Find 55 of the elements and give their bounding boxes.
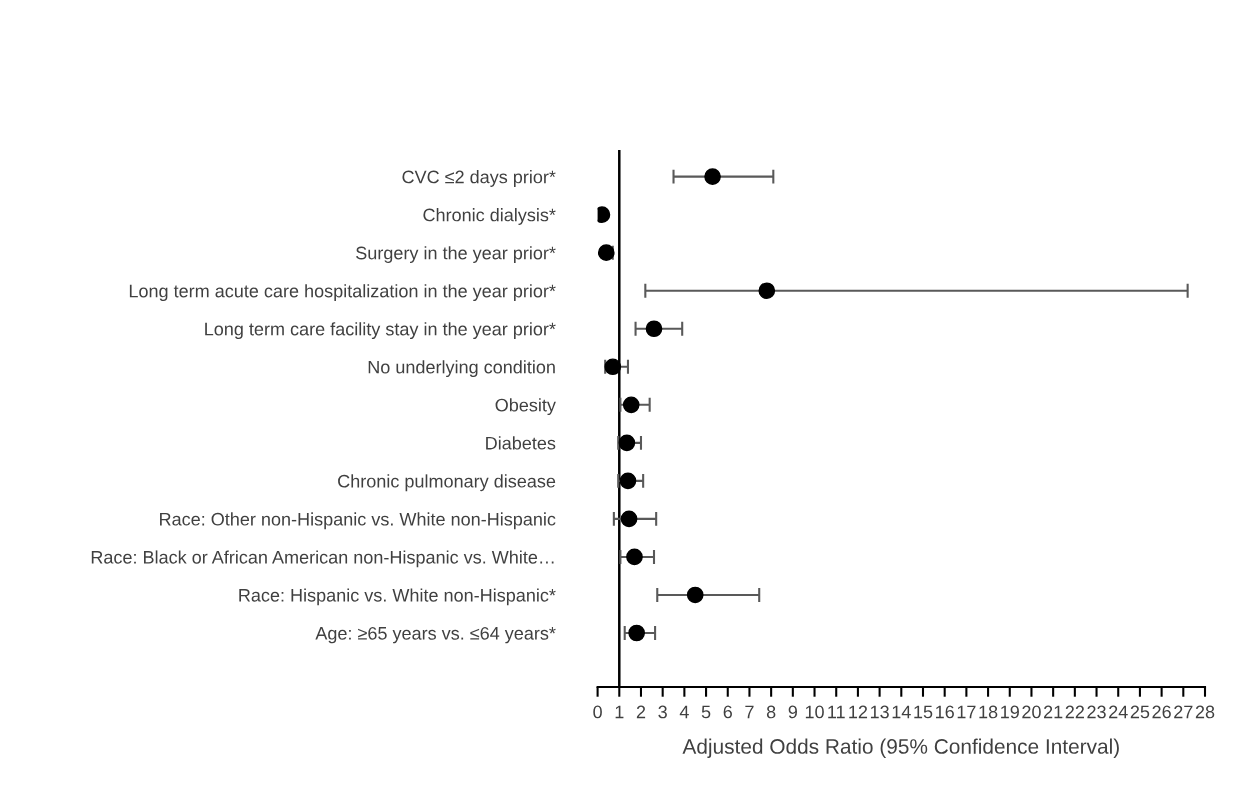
y-tick-label: Obesity bbox=[495, 398, 556, 416]
x-tick-label: 19 bbox=[1001, 705, 1019, 719]
x-tick-label: 22 bbox=[1065, 705, 1084, 719]
point bbox=[628, 624, 645, 642]
point bbox=[645, 320, 663, 338]
x-tick-label: 21 bbox=[1044, 705, 1063, 719]
x-tick-label: 4 bbox=[679, 705, 689, 719]
point bbox=[704, 168, 721, 185]
x-axis-title: Adjusted Odds Ratio (95% Confidence Interval) bbox=[682, 738, 1119, 758]
point bbox=[626, 548, 643, 566]
y-tick-label: Diabetes bbox=[486, 436, 556, 450]
x-tick-label: 16 bbox=[936, 705, 954, 719]
x-tick-label: 24 bbox=[1109, 705, 1128, 719]
x-tick-label: 2 bbox=[636, 705, 646, 719]
point bbox=[597, 244, 615, 262]
x-tick-label: 12 bbox=[849, 705, 868, 719]
x-tick-label: 14 bbox=[892, 705, 911, 719]
x-tick-label: 28 bbox=[1195, 705, 1215, 719]
y-tick-label: Surgery in the year prior* bbox=[356, 246, 556, 263]
point bbox=[604, 358, 622, 376]
x-tick-label: 3 bbox=[658, 705, 667, 719]
y-tick-label: CVC ≤2 days prior* bbox=[402, 170, 556, 187]
x-tick-label: 6 bbox=[723, 705, 732, 719]
point bbox=[620, 510, 638, 528]
x-tick-label: 23 bbox=[1087, 705, 1106, 719]
x-tick-label: 7 bbox=[745, 705, 754, 719]
x-tick-label: 11 bbox=[828, 705, 845, 719]
x-tick-label: 25 bbox=[1130, 705, 1150, 719]
y-tick-label: Long term care facility stay in the year prior* bbox=[205, 322, 556, 340]
x-tick-label: 18 bbox=[979, 705, 998, 719]
point bbox=[619, 472, 637, 490]
point bbox=[622, 396, 640, 414]
x-tick-label: 10 bbox=[805, 705, 824, 719]
x-tick-label: 13 bbox=[870, 705, 889, 719]
point bbox=[686, 586, 704, 604]
x-tick-label: 17 bbox=[957, 705, 976, 719]
y-tick-label: Age: ≥65 years vs. ≤64 years* bbox=[315, 626, 556, 644]
x-tick-label: 8 bbox=[766, 705, 776, 719]
y-tick-label: Race: Other non-Hispanic vs. White non-Hispanic bbox=[160, 512, 556, 530]
x-tick-label: 0 bbox=[593, 705, 602, 719]
x-tick-label: 1 bbox=[615, 705, 624, 719]
y-tick-label: Chronic pulmonary disease bbox=[338, 474, 556, 492]
x-tick-label: 9 bbox=[788, 705, 797, 719]
y-tick-label: Chronic dialysis* bbox=[423, 208, 556, 225]
x-tick-label: 20 bbox=[1022, 705, 1041, 719]
y-tick-label: Race: Hispanic vs. White non-Hispanic* bbox=[239, 588, 556, 606]
point bbox=[618, 434, 636, 452]
y-tick-label: No underlying condition bbox=[368, 360, 555, 378]
y-tick-label: Long term acute care hospitalization in the year prior* bbox=[129, 284, 556, 301]
x-tick-label: 26 bbox=[1152, 705, 1171, 719]
point bbox=[758, 282, 776, 300]
x-tick-label: 5 bbox=[701, 705, 711, 719]
y-tick-label: Race: Black or African American non-Hispanic vs. White… bbox=[91, 550, 554, 568]
x-tick-label: 15 bbox=[914, 705, 933, 719]
x-tick-label: 27 bbox=[1174, 705, 1193, 719]
